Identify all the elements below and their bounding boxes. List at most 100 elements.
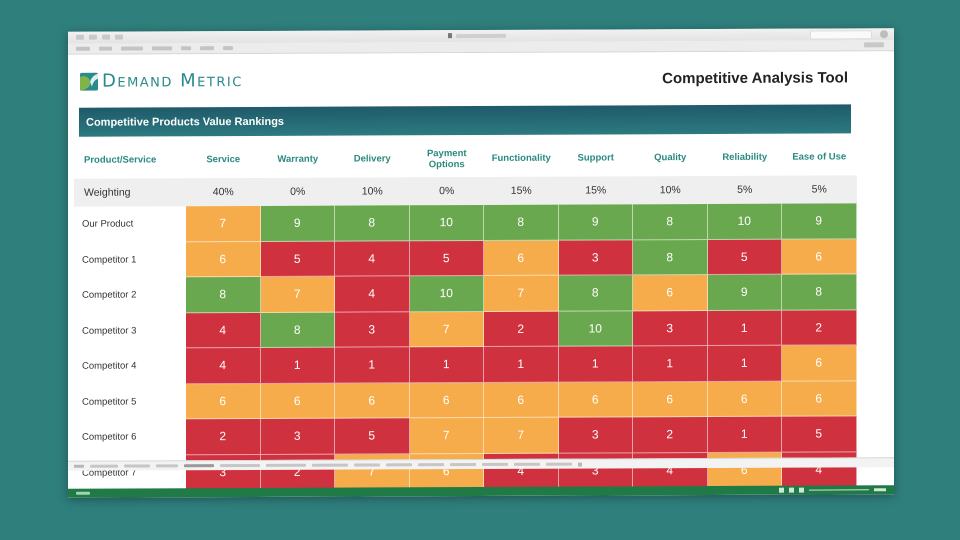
score-cell[interactable]: 8 — [633, 204, 708, 240]
ribbon-tab[interactable] — [99, 46, 112, 51]
share-button[interactable] — [864, 42, 884, 48]
score-cell[interactable]: 5 — [782, 416, 857, 453]
user-icon[interactable] — [880, 30, 888, 39]
zoom-slider[interactable] — [809, 489, 869, 491]
score-cell[interactable]: 9 — [558, 204, 633, 241]
row-label[interactable]: Competitor 3 — [82, 325, 137, 337]
score-cell[interactable]: 1 — [558, 346, 633, 383]
score-cell[interactable]: 6 — [782, 345, 857, 382]
sheet-tab[interactable] — [450, 463, 476, 467]
score-cell[interactable]: 6 — [782, 380, 857, 417]
score-cell[interactable]: 1 — [484, 346, 559, 383]
score-cell[interactable]: 3 — [335, 311, 410, 348]
score-cell[interactable]: 1 — [633, 346, 708, 382]
score-cell[interactable]: 8 — [558, 275, 633, 312]
score-cell[interactable]: 10 — [409, 204, 484, 241]
weighting-cell[interactable]: 5% — [782, 175, 857, 204]
row-label[interactable]: Competitor 1 — [82, 254, 137, 266]
row-label[interactable]: Our Product — [82, 218, 134, 230]
weighting-cell[interactable]: 10% — [335, 177, 410, 206]
score-cell[interactable]: 10 — [409, 275, 484, 312]
page-break-view-icon[interactable] — [799, 487, 804, 493]
score-cell[interactable]: 9 — [782, 203, 857, 240]
score-cell[interactable]: 5 — [707, 239, 782, 276]
score-cell[interactable]: 10 — [707, 203, 782, 240]
score-cell[interactable]: 8 — [335, 205, 410, 242]
score-cell[interactable]: 2 — [633, 417, 708, 453]
score-cell[interactable]: 6 — [633, 381, 708, 418]
sheet-tab[interactable] — [514, 462, 540, 466]
weighting-cell[interactable]: 40% — [186, 177, 261, 207]
redo-icon[interactable] — [115, 34, 123, 40]
sheet-tab[interactable] — [418, 463, 444, 467]
score-cell[interactable]: 7 — [186, 205, 261, 242]
weighting-cell[interactable]: 0% — [260, 177, 335, 206]
score-cell[interactable]: 6 — [633, 275, 708, 311]
score-cell[interactable]: 6 — [260, 383, 335, 419]
score-cell[interactable]: 1 — [707, 416, 782, 453]
score-cell[interactable]: 7 — [409, 417, 484, 454]
weighting-cell[interactable]: 5% — [707, 175, 782, 205]
score-cell[interactable]: 4 — [335, 276, 410, 313]
score-cell[interactable]: 1 — [707, 310, 782, 347]
save-icon[interactable] — [76, 34, 84, 40]
row-label[interactable]: Competitor 2 — [82, 289, 137, 301]
score-cell[interactable]: 6 — [707, 381, 782, 418]
search-sheet-input[interactable] — [810, 30, 872, 40]
row-label[interactable]: Competitor 5 — [82, 396, 137, 408]
sheet-tab-active[interactable] — [184, 464, 214, 468]
score-cell[interactable]: 8 — [782, 274, 857, 311]
score-cell[interactable]: 2 — [484, 311, 559, 347]
weighting-cell[interactable]: 15% — [484, 176, 559, 205]
score-cell[interactable]: 8 — [260, 312, 335, 348]
normal-view-icon[interactable] — [779, 487, 784, 493]
ribbon-tab[interactable] — [76, 46, 90, 51]
score-cell[interactable]: 6 — [335, 382, 410, 419]
sheet-tab[interactable] — [482, 462, 508, 466]
score-cell[interactable]: 5 — [409, 240, 484, 277]
row-label[interactable]: Competitor 6 — [82, 431, 137, 443]
score-cell[interactable]: 3 — [558, 417, 633, 454]
score-cell[interactable]: 3 — [633, 310, 708, 347]
score-cell[interactable]: 7 — [484, 275, 559, 312]
page-layout-view-icon[interactable] — [789, 487, 794, 493]
score-cell[interactable]: 2 — [782, 309, 857, 346]
undo-icon[interactable] — [102, 34, 110, 40]
ribbon-tab[interactable] — [152, 46, 172, 51]
score-cell[interactable]: 6 — [409, 382, 484, 419]
score-cell[interactable]: 6 — [186, 383, 261, 420]
sheet-nav-arrows[interactable] — [74, 464, 84, 468]
score-cell[interactable]: 4 — [335, 240, 410, 277]
score-cell[interactable]: 1 — [335, 347, 410, 384]
sheet-tab[interactable] — [90, 464, 118, 468]
score-cell[interactable]: 3 — [260, 418, 335, 455]
score-cell[interactable]: 7 — [260, 276, 335, 313]
score-cell[interactable]: 6 — [558, 381, 633, 418]
sheet-tab[interactable] — [546, 462, 572, 466]
score-cell[interactable]: 5 — [260, 241, 335, 277]
sheet-tab[interactable] — [156, 464, 178, 468]
row-label[interactable]: Competitor 4 — [82, 360, 137, 372]
sheet-tab[interactable] — [386, 463, 412, 467]
ribbon-tab[interactable] — [200, 46, 214, 51]
score-cell[interactable]: 2 — [186, 418, 261, 455]
score-cell[interactable]: 6 — [782, 238, 857, 275]
score-cell[interactable]: 9 — [707, 274, 782, 311]
score-cell[interactable]: 4 — [186, 312, 261, 349]
weighting-cell[interactable]: 10% — [633, 176, 708, 205]
sheet-tab[interactable] — [354, 463, 380, 467]
score-cell[interactable]: 10 — [558, 310, 633, 347]
score-cell[interactable]: 8 — [484, 204, 559, 241]
score-cell[interactable]: 6 — [186, 241, 261, 278]
weighting-cell[interactable]: 0% — [409, 176, 484, 206]
weighting-cell[interactable]: 15% — [558, 176, 633, 205]
sheet-tab[interactable] — [220, 463, 260, 468]
sheet-tab[interactable] — [312, 463, 348, 467]
score-cell[interactable]: 6 — [484, 240, 559, 276]
score-cell[interactable]: 1 — [707, 345, 782, 382]
score-cell[interactable]: 1 — [409, 346, 484, 383]
score-cell[interactable]: 7 — [409, 311, 484, 348]
score-cell[interactable]: 4 — [186, 347, 261, 384]
ribbon-tab[interactable] — [181, 46, 191, 51]
score-cell[interactable]: 7 — [484, 417, 559, 454]
